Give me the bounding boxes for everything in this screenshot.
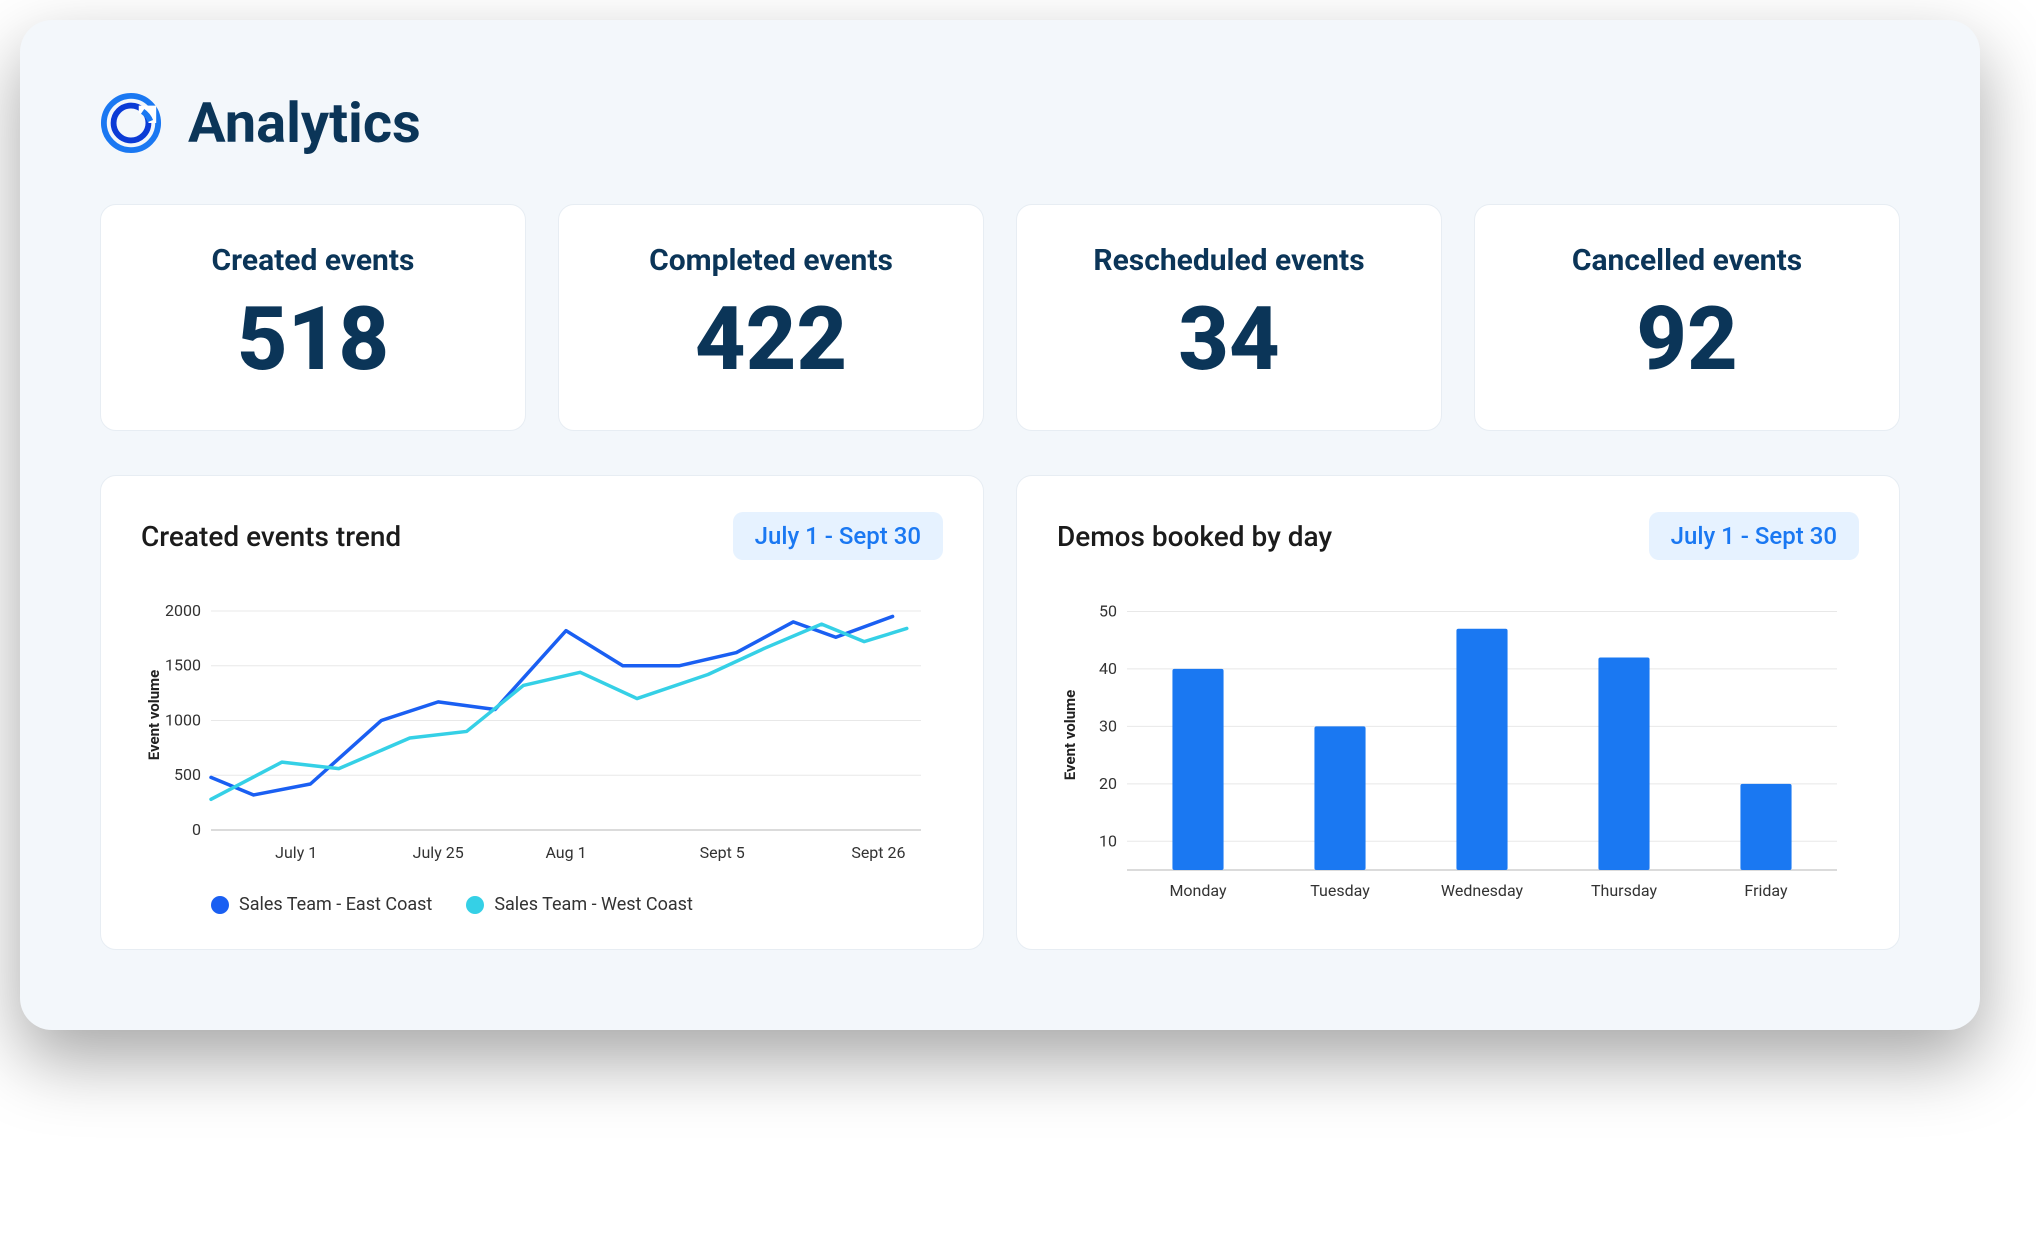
- line-chart-svg: 0 500 1000 1500 2000 July 1 July 25 Aug 1 Sept 5…: [141, 590, 931, 870]
- chart-title: Demos booked by day: [1057, 520, 1332, 553]
- svg-text:0: 0: [192, 820, 201, 839]
- stat-value: 518: [121, 296, 505, 384]
- svg-text:20: 20: [1099, 774, 1117, 793]
- svg-text:Monday: Monday: [1169, 881, 1227, 900]
- legend-label: Sales Team - East Coast: [239, 894, 432, 915]
- calendly-logo-icon: [100, 92, 162, 154]
- stat-value: 34: [1037, 296, 1421, 384]
- date-range-picker[interactable]: July 1 - Sept 30: [733, 512, 943, 560]
- legend-item-west: Sales Team - West Coast: [466, 894, 693, 915]
- page-title: Analytics: [188, 90, 421, 156]
- svg-text:July 25: July 25: [413, 843, 464, 862]
- line-chart-body: 0 500 1000 1500 2000 July 1 July 25 Aug 1 Sept 5…: [141, 590, 943, 874]
- svg-text:40: 40: [1099, 659, 1117, 678]
- chart-header: Demos booked by day July 1 - Sept 30: [1057, 512, 1859, 560]
- bar-chart-body: 10 20 30 40 50 Monday Tuesday Wednesday Thursday…: [1057, 590, 1859, 914]
- stat-card-rescheduled: Rescheduled events 34: [1016, 204, 1442, 431]
- stat-card-created: Created events 518: [100, 204, 526, 431]
- legend-dot-icon: [211, 896, 229, 914]
- stat-label: Created events: [121, 243, 505, 278]
- stat-label: Rescheduled events: [1037, 243, 1421, 278]
- stat-card-completed: Completed events 422: [558, 204, 984, 431]
- svg-text:50: 50: [1099, 601, 1117, 620]
- bar-chart-card: Demos booked by day July 1 - Sept 30 10 2…: [1016, 475, 1900, 950]
- svg-text:2000: 2000: [165, 601, 201, 620]
- legend-dot-icon: [466, 896, 484, 914]
- stat-value: 422: [579, 296, 963, 384]
- svg-text:1000: 1000: [165, 710, 201, 729]
- svg-text:Sept 5: Sept 5: [700, 843, 745, 862]
- line-chart-legend: Sales Team - East Coast Sales Team - Wes…: [141, 894, 943, 915]
- line-chart-card: Created events trend July 1 - Sept 30 0 5…: [100, 475, 984, 950]
- svg-text:Wednesday: Wednesday: [1441, 881, 1524, 900]
- svg-text:Event volume: Event volume: [1061, 690, 1079, 780]
- charts-row: Created events trend July 1 - Sept 30 0 5…: [100, 475, 1900, 950]
- legend-label: Sales Team - West Coast: [494, 894, 693, 915]
- svg-text:Tuesday: Tuesday: [1310, 881, 1370, 900]
- svg-text:30: 30: [1099, 716, 1117, 735]
- svg-text:Sept 26: Sept 26: [851, 843, 905, 862]
- chart-header: Created events trend July 1 - Sept 30: [141, 512, 943, 560]
- svg-text:1500: 1500: [165, 656, 201, 675]
- svg-text:Friday: Friday: [1744, 881, 1788, 900]
- legend-item-east: Sales Team - East Coast: [211, 894, 432, 915]
- bar-chart-svg: 10 20 30 40 50 Monday Tuesday Wednesday Thursday…: [1057, 590, 1847, 910]
- date-range-picker[interactable]: July 1 - Sept 30: [1649, 512, 1859, 560]
- stats-row: Created events 518 Completed events 422 …: [100, 204, 1900, 431]
- svg-text:Event volume: Event volume: [145, 670, 163, 760]
- stat-label: Completed events: [579, 243, 963, 278]
- svg-text:Thursday: Thursday: [1591, 881, 1657, 900]
- stat-value: 92: [1495, 296, 1879, 384]
- analytics-panel: Analytics Created events 518 Completed e…: [20, 20, 1980, 1030]
- page-header: Analytics: [100, 90, 1900, 156]
- svg-text:Aug 1: Aug 1: [545, 843, 586, 862]
- stat-label: Cancelled events: [1495, 243, 1879, 278]
- svg-text:10: 10: [1099, 831, 1117, 850]
- svg-text:500: 500: [174, 765, 201, 784]
- svg-text:July 1: July 1: [275, 843, 317, 862]
- stat-card-cancelled: Cancelled events 92: [1474, 204, 1900, 431]
- chart-title: Created events trend: [141, 520, 401, 553]
